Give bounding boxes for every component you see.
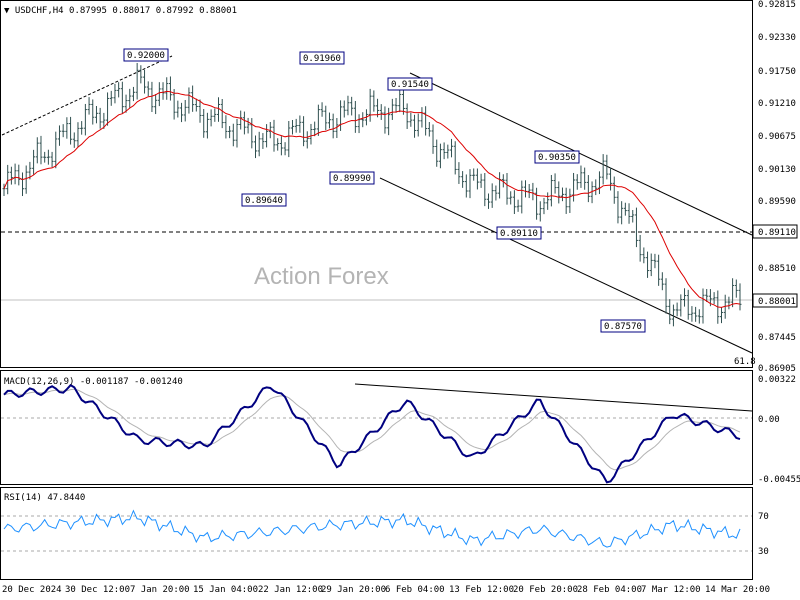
rsi-tick: 70	[758, 512, 769, 522]
svg-text:0.89640: 0.89640	[245, 196, 283, 206]
main-panel	[0, 0, 753, 368]
time-tick: 22 Jan 12:00	[258, 585, 323, 595]
price-tick: 0.92815	[758, 0, 796, 10]
rising-trend-line	[1, 55, 173, 136]
macd-tick: 0.00	[758, 415, 780, 425]
fib-label: 61.8	[734, 357, 756, 367]
time-tick: 14 Mar 20:00	[705, 585, 770, 595]
time-tick: 7 Jan 20:00	[130, 585, 190, 595]
macd-panel	[0, 370, 753, 485]
time-tick: 28 Feb 04:00	[577, 585, 642, 595]
rsi-tick: 30	[758, 547, 769, 557]
annotation-0.89990: 0.89990	[329, 171, 375, 185]
rsi-panel	[0, 487, 753, 580]
macd-line	[3, 383, 741, 484]
svg-text:0.91540: 0.91540	[391, 80, 429, 90]
annotation-0.87570: 0.87570	[600, 319, 646, 333]
price-tick: 0.87445	[758, 333, 796, 343]
time-tick: 20 Dec 2024	[2, 585, 62, 595]
annotation-0.90350: 0.90350	[534, 150, 580, 164]
svg-text:0.89990: 0.89990	[333, 174, 371, 184]
macd-trend-line	[354, 383, 753, 412]
time-tick: 6 Feb 04:00	[385, 585, 445, 595]
price-tick: 0.91750	[758, 67, 796, 77]
price-tick: 0.86905	[758, 364, 796, 374]
svg-text:0.89110: 0.89110	[758, 228, 796, 238]
macd-tick: -0.004559	[758, 475, 800, 485]
svg-text:0.91960: 0.91960	[303, 54, 341, 64]
annotation-0.89640: 0.89640	[241, 193, 287, 207]
annotation-0.91540: 0.91540	[387, 77, 433, 91]
level-tag: 0.89110	[752, 224, 798, 239]
time-tick: 30 Dec 12:00	[65, 585, 130, 595]
annotation-0.89110: 0.89110	[496, 226, 542, 240]
price-tick: 0.92330	[758, 33, 796, 43]
channel-lower-line	[379, 177, 753, 354]
svg-text:0.89110: 0.89110	[500, 229, 538, 239]
svg-text:0.87570: 0.87570	[604, 322, 642, 332]
time-axis: 20 Dec 2024 30 Dec 12:00 7 Jan 20:00 15 …	[2, 585, 770, 595]
time-tick: 20 Feb 20:00	[513, 585, 578, 595]
time-tick: 15 Jan 04:00	[193, 585, 258, 595]
watermark: Action Forex	[254, 263, 389, 290]
moving-average-line	[3, 90, 741, 308]
annotation-0.91960: 0.91960	[299, 51, 345, 65]
price-tick: 0.88510	[758, 264, 796, 274]
price-tick: 0.91210	[758, 99, 796, 109]
time-tick: 7 Mar 12:00	[641, 585, 701, 595]
price-axis: 0.92815 0.92330 0.91750 0.91210 0.90675 …	[758, 0, 796, 374]
price-tick: 0.89590	[758, 197, 796, 207]
svg-text:0.92000: 0.92000	[127, 51, 165, 61]
annotation-0.92000: 0.92000	[123, 48, 169, 62]
price-tick: 0.90675	[758, 132, 796, 142]
main-header: ▼ USDCHF,H4 0.87995 0.88017 0.87992 0.88…	[4, 6, 237, 16]
macd-header: MACD(12,26,9) -0.001187 -0.001240	[4, 377, 183, 387]
svg-text:0.90350: 0.90350	[538, 153, 576, 163]
current-price-tag: 0.88001	[752, 293, 798, 308]
time-tick: 29 Jan 20:00	[321, 585, 386, 595]
macd-tick: 0.00322	[758, 375, 796, 385]
candles-group	[2, 62, 742, 327]
time-tick: 13 Feb 12:00	[449, 585, 514, 595]
rsi-line	[3, 509, 741, 548]
channel-upper-line	[409, 72, 753, 236]
price-tick: 0.90130	[758, 165, 796, 175]
svg-text:0.88001: 0.88001	[758, 297, 796, 307]
rsi-header: RSI(14) 47.8440	[4, 493, 85, 503]
